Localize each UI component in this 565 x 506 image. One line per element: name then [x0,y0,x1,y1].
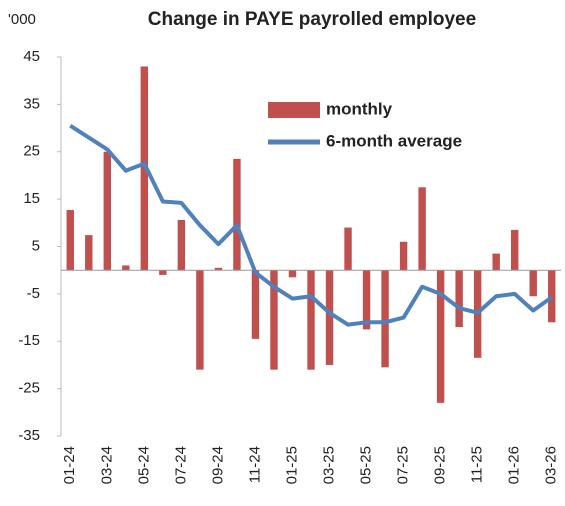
y-tick-label: 45 [23,48,40,65]
bar [436,270,445,403]
x-tick-label: 03-25 [320,446,337,484]
bar [122,265,130,271]
x-tick-label: 11-24 [246,446,263,483]
bar [251,270,260,339]
bar [196,270,204,370]
y-tick-label: 15 [23,190,40,207]
bar [177,219,186,271]
chart-title: Change in PAYE payrolled employee [148,9,476,30]
y-tick-label: 25 [23,143,40,160]
bar [140,66,149,271]
x-tick-label: 05-24 [135,446,152,484]
bar [66,210,74,271]
y-tick-label: -15 [18,332,40,349]
bar [85,235,93,271]
bar [362,270,371,330]
x-tick-label: 07-24 [172,446,189,484]
x-tick-label: 09-24 [209,446,226,484]
bar [529,270,537,297]
y-tick-label: -5 [27,285,40,302]
x-tick-label: 05-25 [358,446,375,484]
bar [307,270,315,370]
bar [325,270,334,365]
bar [381,270,389,368]
bar [548,270,556,323]
bar [455,270,463,328]
x-tick-label: 09-25 [432,446,449,484]
bar [344,227,352,271]
x-tick-label: 01-26 [506,446,523,484]
line [69,124,553,327]
y-tick-label: -25 [18,380,40,397]
y-tick-label: -35 [18,427,40,444]
x-tick-label: 03-26 [543,446,560,484]
legend-swatch [268,102,320,118]
y-tick-label: 35 [23,95,40,112]
legend-label: 6-month average [326,131,462,150]
x-tick-label: 01-24 [61,446,78,484]
legend-label: monthly [326,99,393,118]
bar [399,241,408,271]
x-tick-label: 11-25 [469,446,486,483]
bar [492,253,500,271]
bar [214,267,223,271]
x-tick-label: 07-25 [395,446,412,484]
bar [270,270,278,370]
bar [103,151,111,271]
bar [233,158,241,271]
y-axis-label: '000 [8,11,36,28]
y-tick-label: 5 [32,237,40,254]
bar [159,270,167,275]
x-tick-label: 01-25 [283,446,300,484]
bar [511,229,519,271]
bar [418,187,426,271]
bar [288,270,297,278]
x-tick-label: 03-24 [98,446,115,484]
